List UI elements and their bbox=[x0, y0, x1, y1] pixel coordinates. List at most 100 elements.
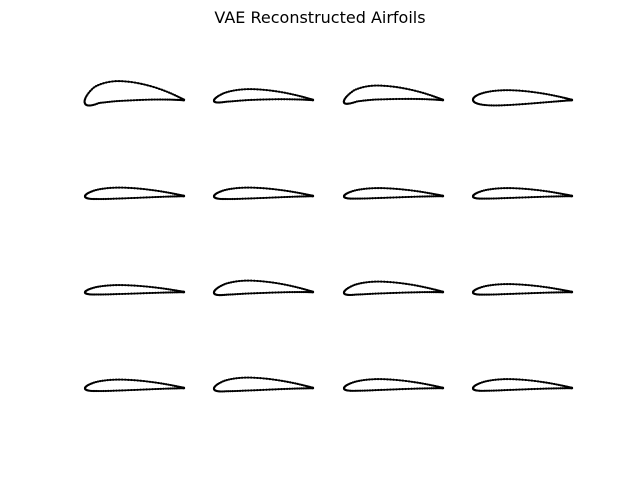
airfoil-point bbox=[232, 187, 236, 190]
airfoil-point bbox=[219, 101, 223, 104]
airfoil-point bbox=[508, 89, 512, 92]
airfoil-point bbox=[434, 195, 437, 198]
airfoil-point bbox=[280, 91, 284, 94]
airfoil-point bbox=[246, 186, 250, 189]
airfoil-point bbox=[227, 390, 230, 393]
airfoil-3-3 bbox=[342, 280, 445, 297]
airfoil-point bbox=[168, 98, 172, 101]
airfoil-point bbox=[356, 389, 360, 392]
airfoil-point bbox=[354, 197, 357, 200]
airfoil-point bbox=[283, 195, 286, 199]
airfoil-point bbox=[262, 98, 265, 101]
airfoil-point bbox=[298, 383, 301, 386]
airfoil-point bbox=[550, 291, 553, 294]
airfoil-point bbox=[410, 283, 414, 286]
airfoil-point bbox=[357, 87, 360, 90]
airfoil-point bbox=[380, 84, 383, 87]
airfoil-point bbox=[143, 83, 146, 86]
airfoil-point bbox=[355, 380, 358, 383]
airfoil-point bbox=[536, 101, 539, 105]
airfoil-point bbox=[311, 99, 315, 102]
airfoil-point bbox=[547, 100, 550, 104]
airfoil-point bbox=[489, 284, 492, 287]
airfoil-point bbox=[480, 92, 484, 95]
airfoil-point bbox=[377, 186, 380, 190]
airfoil-point bbox=[219, 390, 222, 393]
airfoil-point bbox=[488, 389, 491, 392]
airfoil-point bbox=[159, 98, 162, 101]
airfoil-point bbox=[133, 187, 136, 190]
airfoil-point bbox=[221, 380, 224, 383]
airfoil-point bbox=[353, 283, 356, 286]
airfoil-point bbox=[127, 186, 130, 189]
airfoil-point bbox=[112, 284, 115, 287]
airfoil-point bbox=[428, 287, 431, 290]
airfoil-point bbox=[99, 197, 103, 201]
airfoil-point bbox=[109, 389, 113, 392]
airfoil-point bbox=[118, 283, 121, 287]
airfoil-point bbox=[226, 197, 229, 201]
airfoil-point bbox=[296, 191, 299, 194]
airfoil-point bbox=[404, 387, 407, 391]
airfoil-point bbox=[153, 98, 156, 101]
airfoil-point bbox=[395, 187, 398, 191]
airfoil-point bbox=[386, 187, 389, 190]
airfoil-point bbox=[274, 188, 278, 191]
airfoil-point bbox=[145, 188, 149, 191]
airfoil-point bbox=[167, 383, 170, 386]
airfoil-point bbox=[424, 191, 427, 194]
airfoil-point bbox=[559, 100, 562, 103]
airfoil-point bbox=[230, 377, 233, 381]
airfoil-point bbox=[97, 293, 100, 296]
airfoil-point bbox=[253, 376, 256, 379]
airfoil-point bbox=[175, 385, 178, 388]
airfoil-point bbox=[367, 84, 370, 88]
airfoil-point bbox=[139, 196, 142, 199]
airfoil-point bbox=[426, 286, 429, 289]
airfoil-point bbox=[491, 283, 495, 287]
airfoil-point bbox=[283, 189, 286, 192]
airfoil-point bbox=[494, 283, 497, 286]
airfoil-point bbox=[407, 97, 410, 100]
airfoil-point bbox=[480, 293, 483, 296]
airfoil-point bbox=[354, 389, 358, 392]
airfoil-point bbox=[559, 387, 562, 390]
airfoil-point bbox=[171, 387, 174, 390]
airfoil-point bbox=[167, 288, 170, 291]
airfoil-point bbox=[487, 188, 490, 191]
airfoil-point bbox=[124, 292, 127, 295]
airfoil-point bbox=[302, 384, 305, 387]
airfoil-point bbox=[133, 379, 136, 382]
airfoil-point bbox=[145, 388, 148, 391]
airfoil-point bbox=[371, 292, 374, 295]
airfoil-point bbox=[398, 97, 401, 101]
airfoil-point bbox=[296, 98, 299, 101]
airfoil-point bbox=[256, 88, 259, 91]
airfoil-point bbox=[173, 384, 176, 387]
airfoil-point bbox=[225, 188, 229, 191]
airfoil-point bbox=[480, 381, 483, 384]
airfoil-point bbox=[304, 98, 307, 101]
airfoil-point bbox=[99, 293, 103, 296]
airfoil-point bbox=[280, 291, 283, 294]
airfoil-point bbox=[506, 186, 509, 190]
airfoil-point bbox=[371, 197, 374, 200]
airfoil-point bbox=[550, 382, 553, 385]
airfoil-point bbox=[539, 92, 543, 95]
airfoil-point bbox=[136, 388, 139, 391]
airfoil-point bbox=[536, 387, 539, 390]
airfoil-point bbox=[487, 284, 490, 287]
airfoil-point bbox=[515, 378, 518, 381]
airfoil-point bbox=[173, 195, 176, 198]
airfoil-point bbox=[351, 284, 354, 287]
airfoil-point bbox=[423, 387, 426, 390]
airfoil-point bbox=[515, 89, 518, 92]
airfoil-point bbox=[355, 283, 358, 286]
airfoil-point bbox=[518, 187, 521, 190]
airfoil-point bbox=[311, 291, 315, 294]
airfoil-point bbox=[110, 100, 114, 103]
airfoil-point bbox=[539, 195, 542, 198]
airfoil-point bbox=[259, 291, 262, 295]
airfoil-point bbox=[137, 82, 140, 85]
airfoil-point bbox=[148, 196, 151, 199]
